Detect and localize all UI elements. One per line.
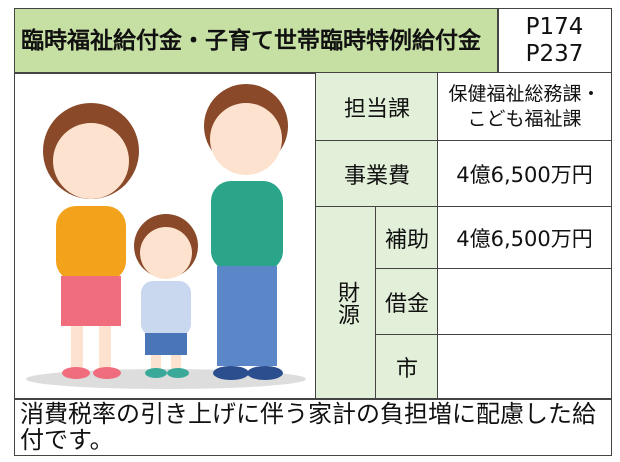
page-ref: P237 [525,41,584,67]
title-cell: 臨時福祉給付金・子育て世帯臨時特例給付金 [14,8,499,74]
value: 4億6,500万円 [456,163,593,187]
row-value [437,334,612,400]
footer-cell: 消費税率の引き上げに伴う家計の負担増に配慮した給付です。 [14,398,612,456]
label: 市 [395,357,418,382]
value: 保健福祉総務課・ [448,83,601,105]
row-value: 保健福祉総務課・ こども福祉課 [437,72,612,142]
row-label: 事業費 [315,140,439,208]
row-label: 市 [375,334,439,400]
row-value [437,268,612,336]
label: 財源 [334,281,359,325]
value: 4億6,500万円 [456,227,593,251]
funding-label: 財源 [315,206,377,400]
row-value: 4億6,500万円 [437,140,612,208]
row-label: 担当課 [315,72,439,142]
value: こども福祉課 [467,108,582,130]
page-ref: P174 [525,14,584,40]
title: 臨時福祉給付金・子育て世帯臨時特例給付金 [21,28,481,54]
label: 事業費 [343,164,410,189]
row-label: 補助 [375,206,439,270]
page-cell: P174 P237 [497,8,612,74]
label: 借金 [384,292,429,317]
label: 補助 [384,228,429,253]
illustration-cell [14,72,317,400]
footer-text: 消費税率の引き上げに伴う家計の負担増に配慮した給付です。 [20,400,596,454]
row-value: 4億6,500万円 [437,206,612,270]
family-illustration [25,84,306,389]
row-label: 借金 [375,268,439,336]
label: 担当課 [343,97,410,122]
